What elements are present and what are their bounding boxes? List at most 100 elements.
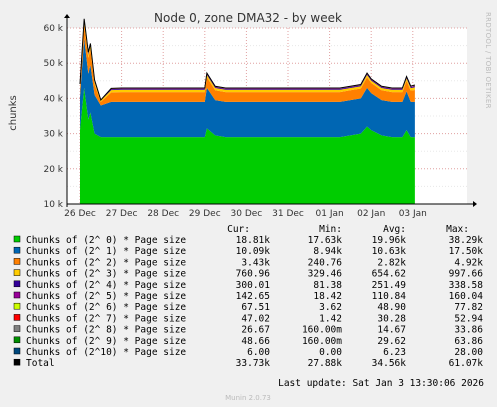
legend-max: 17.50k	[449, 246, 484, 257]
legend-avg: 30.28	[377, 313, 406, 324]
legend-min: 81.38	[313, 280, 342, 291]
legend-label: Chunks of (2^ 4) * Page size	[26, 280, 186, 291]
legend-swatch	[13, 258, 21, 265]
legend-swatch	[13, 235, 21, 243]
y-tick-label: 40 k	[43, 94, 63, 104]
legend-min: 329.46	[308, 269, 343, 280]
y-tick-label: 10 k	[43, 200, 63, 210]
legend-cur: 26.67	[241, 325, 270, 336]
legend-label: Chunks of (2^ 7) * Page size	[26, 313, 186, 324]
x-tick-labels: 26 Dec 27 Dec 28 Dec 29 Dec 30 Dec 31 Dec 01 J…	[64, 209, 427, 219]
legend-cur: 48.66	[241, 336, 270, 347]
legend-max: 28.00	[454, 347, 483, 358]
legend-label: Total	[26, 358, 55, 369]
y-tick-label: 50 k	[43, 59, 63, 69]
x-tick-label: 30 Dec	[231, 209, 263, 219]
legend-max: 63.86	[454, 336, 483, 347]
legend-cur: 142.65	[236, 291, 270, 302]
legend-label: Chunks of (2^ 1) * Page size	[26, 246, 186, 257]
legend-min: 8.94k	[313, 246, 342, 257]
legend-swatch	[13, 291, 21, 299]
legend-max: 160.04	[449, 291, 484, 302]
legend-max: 38.29k	[449, 235, 484, 246]
chart-title: Node 0, zone DMA32 - by week	[154, 11, 342, 25]
legend-label: Chunks of (2^ 9) * Page size	[26, 336, 186, 347]
x-tick-label: 01 Jan	[316, 209, 344, 219]
legend-label: Chunks of (2^ 6) * Page size	[26, 302, 186, 313]
y-tick-label: 30 k	[43, 130, 63, 140]
legend-cur: 300.01	[236, 280, 271, 291]
legend-swatch	[13, 314, 21, 321]
legend-max: 61.07k	[449, 358, 484, 369]
total-line	[79, 18, 416, 101]
legend-header-max: Max:	[446, 224, 469, 235]
stacked-areas	[79, 18, 416, 204]
legend-label: Chunks of (2^ 2) * Page size	[26, 257, 186, 268]
legend-min: 1.42	[319, 313, 342, 324]
x-tick-label: 26 Dec	[64, 209, 96, 219]
legend-min: 27.88k	[308, 358, 343, 369]
legend-label: Chunks of (2^ 0) * Page size	[26, 235, 186, 246]
legend-min: 3.62	[319, 302, 342, 313]
legend-cur: 3.43k	[241, 257, 270, 268]
x-axis-arrow	[473, 201, 477, 207]
legend: Chunks of (2^ 0) * Page size 18.81k 17.63k…	[13, 235, 484, 369]
y-axis-label: chunks	[8, 95, 19, 131]
legend-swatch	[13, 347, 21, 355]
axes	[64, 14, 477, 207]
legend-max: 338.58	[449, 280, 484, 291]
legend-avg: 6.23	[383, 347, 406, 358]
x-tick-label: 03 Jan	[399, 209, 427, 219]
legend-max: 77.82	[454, 302, 483, 313]
y-axis-arrow	[64, 14, 70, 18]
legend-cur: 67.51	[241, 302, 270, 313]
legend-swatch	[13, 325, 21, 332]
area-series-2	[80, 24, 415, 106]
y-tick-label: 20 k	[43, 165, 63, 175]
legend-avg: 251.49	[372, 280, 407, 291]
legend-swatch	[13, 246, 21, 254]
legend-avg: 110.84	[372, 291, 407, 302]
legend-avg: 2.82k	[377, 257, 406, 268]
legend-avg: 48.90	[377, 302, 406, 313]
legend-avg: 19.96k	[372, 235, 407, 246]
legend-max: 4.92k	[454, 257, 483, 268]
legend-label: Chunks of (2^ 8) * Page size	[26, 325, 186, 336]
legend-label: Chunks of (2^10) * Page size	[26, 347, 186, 358]
legend-header-min: Min:	[319, 224, 342, 235]
legend-max: 997.66	[449, 269, 484, 280]
legend-avg: 29.62	[377, 336, 406, 347]
legend-header-avg: Avg:	[383, 224, 406, 235]
legend-min: 17.63k	[308, 235, 343, 246]
last-update: Last update: Sat Jan 3 13:30:06 2026	[278, 378, 484, 389]
x-tick-label: 28 Dec	[147, 209, 179, 219]
legend-header-cur: Cur:	[227, 224, 250, 235]
legend-swatch	[13, 280, 21, 288]
x-tick-label: 29 Dec	[189, 209, 221, 219]
y-tick-labels: 10 k 20 k 30 k 40 k 50 k 60 k	[43, 24, 63, 210]
x-tick-label: 31 Dec	[272, 209, 304, 219]
legend-avg: 34.56k	[372, 358, 407, 369]
legend-min: 160.00m	[302, 325, 342, 336]
legend-cur: 10.09k	[236, 246, 271, 257]
rrdtool-credit: RRDTOOL / TOBI OETIKER	[484, 12, 492, 109]
legend-swatch	[13, 269, 21, 276]
legend-swatch	[13, 302, 21, 310]
legend-swatch	[13, 358, 21, 366]
x-tick-label: 27 Dec	[106, 209, 138, 219]
legend-cur: 6.00	[247, 347, 270, 358]
legend-min: 240.76	[308, 257, 343, 268]
legend-min: 0.00	[319, 347, 342, 358]
legend-cur: 760.96	[236, 269, 271, 280]
area-series-0	[80, 87, 415, 204]
x-tick-label: 02 Jan	[357, 209, 385, 219]
legend-min: 18.42	[313, 291, 342, 302]
legend-swatch	[13, 336, 21, 344]
legend-cur: 18.81k	[236, 235, 271, 246]
legend-label: Chunks of (2^ 5) * Page size	[26, 291, 186, 302]
legend-label: Chunks of (2^ 3) * Page size	[26, 269, 186, 280]
legend-max: 52.94	[454, 313, 483, 324]
legend-avg: 14.67	[377, 325, 406, 336]
legend-avg: 10.63k	[372, 246, 407, 257]
